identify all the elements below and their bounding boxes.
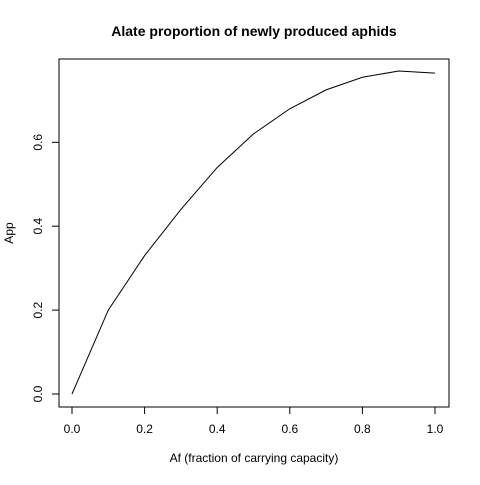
x-tick-label: 0.2	[136, 422, 153, 436]
y-tick-label: 0.6	[31, 134, 45, 151]
x-tick-label: 0.6	[281, 422, 298, 436]
x-axis-label: Af (fraction of carrying capacity)	[170, 451, 339, 465]
y-tick-label: 0.4	[31, 218, 45, 235]
y-axis: 0.0 0.2 0.4 0.6	[31, 134, 60, 402]
x-tick-label: 0.4	[209, 422, 226, 436]
x-tick-label: 0.8	[354, 422, 371, 436]
x-tick-label: 0.0	[64, 422, 81, 436]
chart-title: Alate proportion of newly produced aphid…	[111, 23, 397, 39]
x-axis: 0.0 0.2 0.4 0.6 0.8 1.0	[64, 406, 444, 436]
y-tick-label: 0.0	[31, 385, 45, 402]
series-line	[71, 70, 436, 395]
x-tick-label: 1.0	[427, 422, 444, 436]
y-tick-label: 0.2	[31, 301, 45, 318]
y-axis-label: App	[2, 222, 16, 244]
plot-frame	[58, 58, 450, 408]
